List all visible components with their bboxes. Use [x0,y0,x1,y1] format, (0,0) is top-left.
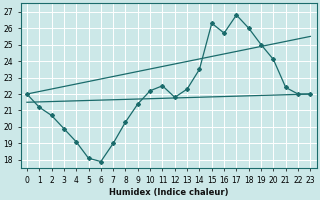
X-axis label: Humidex (Indice chaleur): Humidex (Indice chaleur) [109,188,228,197]
